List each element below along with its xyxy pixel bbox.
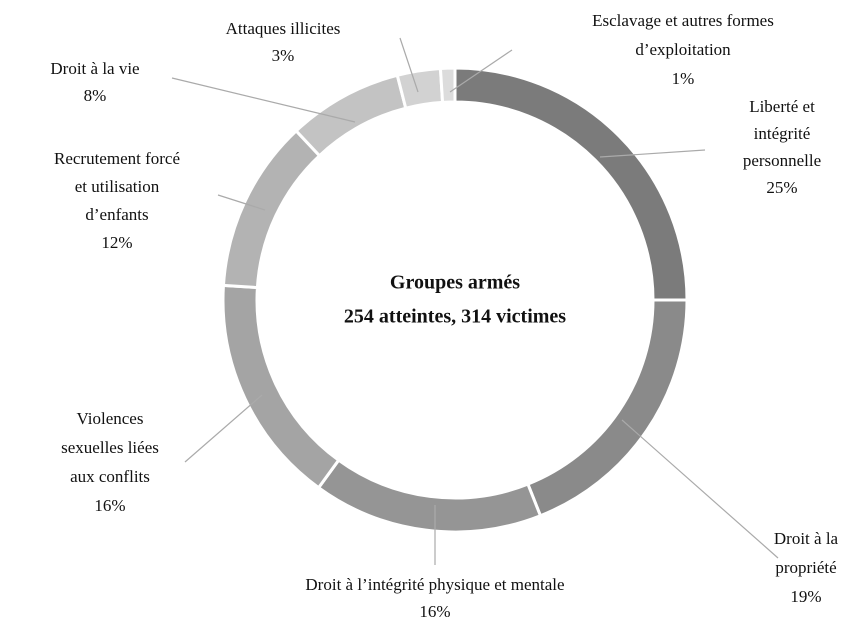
value-label: 1% — [672, 69, 695, 88]
leader-line — [449, 49, 513, 93]
category-label: Recrutement forcé et utilisation d’enfants — [54, 149, 180, 224]
chart-title: Groupes armés — [390, 272, 520, 294]
value-label: 25% — [766, 178, 797, 197]
value-label: 16% — [94, 496, 125, 515]
value-label: 19% — [790, 587, 821, 606]
chart-subtitle: 254 atteintes, 314 victimes — [344, 306, 566, 328]
category-label: Esclavage et autres formes d’exploitation — [592, 11, 774, 59]
category-label: Liberté et intégrité personnelle — [743, 97, 821, 170]
donut-segment — [221, 283, 341, 490]
leader-line — [399, 37, 419, 93]
value-label: 12% — [101, 233, 132, 252]
donut-segment — [525, 298, 689, 518]
leader-line — [621, 419, 779, 559]
donut-segment — [316, 458, 543, 534]
value-label: 3% — [272, 46, 295, 65]
category-label: Violences sexuelles liées aux conflits — [61, 409, 159, 486]
donut-segment — [438, 66, 457, 104]
donut-segment — [221, 128, 322, 290]
leader-line — [599, 149, 706, 158]
category-label: Droit à la propriété — [774, 529, 839, 577]
leader-line — [171, 77, 356, 123]
value-label: 8% — [84, 86, 107, 105]
category-label: Droit à la vie — [50, 59, 139, 78]
donut-segment — [453, 66, 689, 302]
donut-segment — [395, 66, 445, 111]
leader-line — [217, 194, 266, 211]
category-label: Droit à l’intégrité physique et mentale — [305, 575, 564, 594]
value-label: 16% — [419, 602, 450, 621]
category-label: Attaques illicites — [226, 19, 341, 38]
donut-segment — [294, 73, 408, 158]
leader-line — [184, 394, 263, 463]
